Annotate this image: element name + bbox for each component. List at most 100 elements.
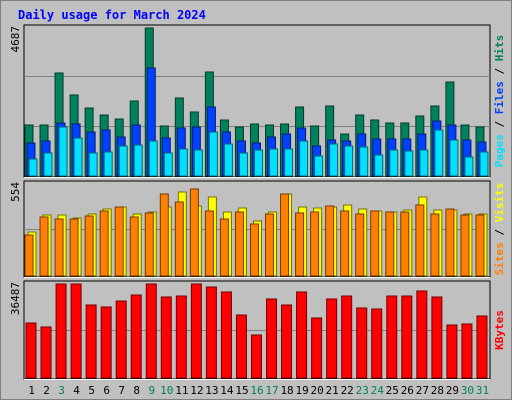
bar-sites-23 bbox=[355, 213, 365, 277]
bar-sites-8 bbox=[129, 216, 139, 277]
bar-sites-25 bbox=[385, 211, 395, 277]
x-tick-label: 29 bbox=[446, 384, 459, 397]
bar-sites-3 bbox=[54, 218, 64, 277]
bar-sites-27 bbox=[415, 204, 425, 277]
bar-pages-2 bbox=[43, 152, 53, 177]
bar-sites-24 bbox=[370, 210, 380, 277]
bar-pages-12 bbox=[193, 149, 203, 177]
bar-pages-27 bbox=[419, 149, 429, 177]
bar-kbytes-3 bbox=[55, 283, 67, 379]
bar-kbytes-10 bbox=[160, 296, 172, 379]
bar-sites-20 bbox=[310, 211, 320, 277]
x-tick-label: 19 bbox=[295, 384, 308, 397]
bar-kbytes-27 bbox=[416, 290, 428, 379]
bar-kbytes-12 bbox=[190, 283, 202, 379]
x-tick-label: 2 bbox=[43, 384, 50, 397]
bar-kbytes-21 bbox=[326, 298, 338, 379]
bar-pages-4 bbox=[73, 137, 83, 177]
bar-sites-11 bbox=[174, 201, 184, 277]
bar-pages-14 bbox=[223, 143, 233, 177]
bar-pages-17 bbox=[269, 148, 279, 177]
x-tick-label: 1 bbox=[28, 384, 35, 397]
panel-max-label: 4687 bbox=[9, 26, 22, 53]
series-sites bbox=[24, 188, 485, 277]
bar-kbytes-30 bbox=[461, 323, 473, 379]
x-tick-label: 3 bbox=[58, 384, 65, 397]
bar-sites-16 bbox=[249, 223, 259, 277]
bar-pages-21 bbox=[329, 143, 339, 177]
bar-sites-6 bbox=[99, 210, 109, 277]
bar-sites-17 bbox=[265, 213, 275, 277]
x-tick-label: 7 bbox=[118, 384, 125, 397]
panel-hits_files_pages: 4687 Pages / Files / Hits bbox=[9, 24, 506, 178]
bar-pages-31 bbox=[479, 151, 489, 177]
bar-pages-1 bbox=[28, 158, 38, 177]
panel-max-label: 554 bbox=[9, 182, 22, 202]
x-tick-label: 26 bbox=[401, 384, 414, 397]
x-tick-label: 4 bbox=[73, 384, 80, 397]
bar-sites-10 bbox=[159, 193, 169, 277]
bar-pages-25 bbox=[389, 149, 399, 177]
x-tick-label: 12 bbox=[190, 384, 203, 397]
bar-kbytes-6 bbox=[100, 306, 112, 379]
bar-sites-22 bbox=[340, 210, 350, 277]
x-tick-label: 21 bbox=[326, 384, 339, 397]
legend-entry: / bbox=[493, 114, 506, 134]
bar-pages-8 bbox=[133, 144, 143, 177]
panel-legend: Sites / Visits bbox=[493, 183, 506, 276]
panel-max-label: 36487 bbox=[9, 282, 22, 315]
bar-pages-22 bbox=[344, 145, 354, 177]
legend-entry: Files bbox=[493, 81, 506, 114]
bar-pages-11 bbox=[178, 148, 188, 177]
bar-sites-13 bbox=[204, 210, 214, 277]
series-pages bbox=[28, 126, 489, 177]
bar-pages-15 bbox=[238, 152, 248, 177]
bar-kbytes-11 bbox=[175, 295, 187, 379]
bar-sites-21 bbox=[325, 205, 335, 277]
legend-entry: KBytes bbox=[493, 310, 506, 350]
bar-pages-5 bbox=[88, 152, 98, 177]
x-tick-label: 16 bbox=[250, 384, 263, 397]
bar-sites-5 bbox=[84, 215, 94, 277]
x-tick-label: 9 bbox=[148, 384, 155, 397]
panel-kbytes: 36487 KBytes bbox=[9, 280, 506, 380]
bar-sites-30 bbox=[460, 214, 470, 277]
bar-pages-28 bbox=[434, 129, 444, 177]
bar-kbytes-18 bbox=[281, 304, 293, 379]
x-tick-label: 28 bbox=[431, 384, 444, 397]
bar-pages-24 bbox=[374, 154, 384, 177]
bar-kbytes-23 bbox=[356, 307, 368, 379]
bar-kbytes-14 bbox=[220, 291, 232, 379]
bar-kbytes-24 bbox=[371, 308, 383, 379]
bar-sites-2 bbox=[39, 216, 49, 277]
bar-pages-20 bbox=[314, 155, 324, 177]
bar-pages-3 bbox=[58, 126, 68, 177]
x-tick-label: 18 bbox=[280, 384, 293, 397]
bar-pages-13 bbox=[208, 131, 218, 177]
bar-kbytes-4 bbox=[70, 283, 82, 379]
bar-kbytes-13 bbox=[205, 286, 217, 379]
bar-sites-19 bbox=[295, 212, 305, 277]
panel-visits_sites: 554 Sites / Visits bbox=[9, 180, 506, 278]
x-tick-label: 23 bbox=[356, 384, 369, 397]
bar-kbytes-15 bbox=[235, 314, 247, 379]
x-tick-label: 13 bbox=[205, 384, 218, 397]
bar-sites-9 bbox=[144, 212, 154, 277]
bar-kbytes-26 bbox=[401, 295, 413, 379]
x-tick-label: 31 bbox=[476, 384, 489, 397]
chart-title: Daily usage for March 2024 bbox=[18, 8, 206, 22]
x-tick-label: 24 bbox=[371, 384, 385, 397]
bar-kbytes-5 bbox=[85, 304, 97, 379]
legend-entry: Pages bbox=[493, 134, 506, 167]
bar-pages-16 bbox=[253, 149, 263, 177]
legend-entry: Hits bbox=[493, 35, 506, 62]
series-kbytes bbox=[25, 283, 488, 379]
legend-entry: Visits bbox=[493, 183, 506, 223]
x-tick-label: 30 bbox=[461, 384, 474, 397]
bar-sites-12 bbox=[189, 188, 199, 277]
bar-kbytes-22 bbox=[341, 295, 353, 379]
panel-legend: Pages / Files / Hits bbox=[493, 35, 506, 168]
bar-kbytes-2 bbox=[40, 326, 52, 379]
bar-sites-4 bbox=[69, 218, 79, 277]
bar-kbytes-29 bbox=[446, 324, 458, 379]
